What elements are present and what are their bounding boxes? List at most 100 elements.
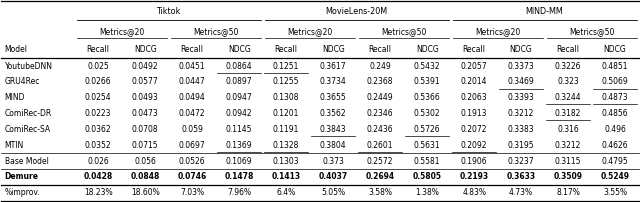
Text: %improv.: %improv. <box>4 188 40 197</box>
Text: MIND: MIND <box>4 93 25 102</box>
Text: 18.60%: 18.60% <box>131 188 159 197</box>
Text: 0.3655: 0.3655 <box>320 93 346 102</box>
Text: 0.3469: 0.3469 <box>508 77 534 86</box>
Text: 0.3617: 0.3617 <box>320 62 346 70</box>
Text: 0.5391: 0.5391 <box>414 77 440 86</box>
Text: 0.5069: 0.5069 <box>602 77 628 86</box>
Text: 0.2072: 0.2072 <box>461 125 488 134</box>
Text: 0.059: 0.059 <box>181 125 203 134</box>
Text: 0.1255: 0.1255 <box>273 77 300 86</box>
Text: Model: Model <box>4 45 28 54</box>
Text: 0.2092: 0.2092 <box>461 141 488 150</box>
Text: 4.83%: 4.83% <box>462 188 486 197</box>
Text: MIND-MM: MIND-MM <box>525 7 563 16</box>
Text: 0.323: 0.323 <box>557 77 579 86</box>
Text: 7.96%: 7.96% <box>227 188 252 197</box>
Text: 0.3115: 0.3115 <box>555 157 581 166</box>
Text: Metrics@20: Metrics@20 <box>287 27 332 36</box>
Text: 0.025: 0.025 <box>87 62 109 70</box>
Text: Recall: Recall <box>180 45 204 54</box>
Text: 0.3393: 0.3393 <box>508 93 534 102</box>
Text: 0.5432: 0.5432 <box>414 62 440 70</box>
Text: 0.1906: 0.1906 <box>461 157 488 166</box>
Text: Metrics@50: Metrics@50 <box>381 27 426 36</box>
Text: 0.0708: 0.0708 <box>132 125 159 134</box>
Text: 6.4%: 6.4% <box>276 188 296 197</box>
Text: 0.1413: 0.1413 <box>271 172 301 181</box>
Text: MTIN: MTIN <box>4 141 24 150</box>
Text: 0.3212: 0.3212 <box>508 109 534 118</box>
Text: Metrics@50: Metrics@50 <box>193 27 238 36</box>
Text: 0.5581: 0.5581 <box>414 157 440 166</box>
Text: NDCG: NDCG <box>134 45 157 54</box>
Text: 0.2436: 0.2436 <box>367 125 394 134</box>
Text: 0.373: 0.373 <box>322 157 344 166</box>
Text: 0.0451: 0.0451 <box>179 62 205 70</box>
Text: 0.2601: 0.2601 <box>367 141 394 150</box>
Text: 0.3734: 0.3734 <box>320 77 346 86</box>
Text: 0.3383: 0.3383 <box>508 125 534 134</box>
Text: 18.23%: 18.23% <box>84 188 113 197</box>
Text: 0.0897: 0.0897 <box>226 77 252 86</box>
Text: ComiRec-DR: ComiRec-DR <box>4 109 52 118</box>
Text: 0.0362: 0.0362 <box>85 125 111 134</box>
Text: 0.4856: 0.4856 <box>602 109 628 118</box>
Text: 0.0447: 0.0447 <box>179 77 205 86</box>
Text: 0.4626: 0.4626 <box>602 141 628 150</box>
Text: Demure: Demure <box>4 172 38 181</box>
Text: 0.0492: 0.0492 <box>132 62 159 70</box>
Text: 0.0428: 0.0428 <box>84 172 113 181</box>
Text: 0.3373: 0.3373 <box>508 62 534 70</box>
Text: 0.1328: 0.1328 <box>273 141 300 150</box>
Text: 0.0223: 0.0223 <box>85 109 111 118</box>
Text: 0.3182: 0.3182 <box>555 109 581 118</box>
Text: 0.4851: 0.4851 <box>602 62 628 70</box>
Text: Recall: Recall <box>463 45 486 54</box>
Text: NDCG: NDCG <box>509 45 532 54</box>
Text: 0.0526: 0.0526 <box>179 157 205 166</box>
Text: 0.1478: 0.1478 <box>225 172 254 181</box>
Text: 0.249: 0.249 <box>369 62 391 70</box>
Text: NDCG: NDCG <box>322 45 344 54</box>
Text: ComiRec-SA: ComiRec-SA <box>4 125 51 134</box>
Text: NDCG: NDCG <box>604 45 627 54</box>
Text: 0.1145: 0.1145 <box>226 125 252 134</box>
Text: 0.2572: 0.2572 <box>367 157 394 166</box>
Text: 0.3633: 0.3633 <box>507 172 536 181</box>
Text: Metrics@20: Metrics@20 <box>99 27 144 36</box>
Text: 5.05%: 5.05% <box>321 188 345 197</box>
Text: GRU4Rec: GRU4Rec <box>4 77 40 86</box>
Text: 0.0864: 0.0864 <box>226 62 252 70</box>
Text: 0.2449: 0.2449 <box>367 93 394 102</box>
Text: NDCG: NDCG <box>416 45 438 54</box>
Text: 0.1069: 0.1069 <box>226 157 252 166</box>
Text: Tiktok: Tiktok <box>156 7 181 16</box>
Text: 0.3562: 0.3562 <box>320 109 346 118</box>
Text: 0.1191: 0.1191 <box>273 125 300 134</box>
Text: Recall: Recall <box>557 45 580 54</box>
Text: 0.4795: 0.4795 <box>602 157 628 166</box>
Text: 0.056: 0.056 <box>134 157 156 166</box>
Text: 0.3509: 0.3509 <box>554 172 582 181</box>
Text: 4.73%: 4.73% <box>509 188 533 197</box>
Text: 0.5726: 0.5726 <box>414 125 440 134</box>
Text: 0.026: 0.026 <box>87 157 109 166</box>
Text: 0.3195: 0.3195 <box>508 141 534 150</box>
Text: 8.17%: 8.17% <box>556 188 580 197</box>
Text: 0.5249: 0.5249 <box>600 172 630 181</box>
Text: 0.0848: 0.0848 <box>131 172 160 181</box>
Text: 0.5805: 0.5805 <box>413 172 442 181</box>
Text: Metrics@20: Metrics@20 <box>475 27 520 36</box>
Text: 0.2057: 0.2057 <box>461 62 488 70</box>
Text: 0.2014: 0.2014 <box>461 77 488 86</box>
Text: 0.0746: 0.0746 <box>177 172 207 181</box>
Text: 0.1251: 0.1251 <box>273 62 300 70</box>
Text: 0.5631: 0.5631 <box>414 141 440 150</box>
Text: 0.3212: 0.3212 <box>555 141 581 150</box>
Text: 0.3843: 0.3843 <box>320 125 346 134</box>
Text: 3.55%: 3.55% <box>603 188 627 197</box>
Text: 0.0493: 0.0493 <box>132 93 159 102</box>
Text: Base Model: Base Model <box>4 157 49 166</box>
Text: 0.3244: 0.3244 <box>555 93 581 102</box>
Text: 0.496: 0.496 <box>604 125 626 134</box>
